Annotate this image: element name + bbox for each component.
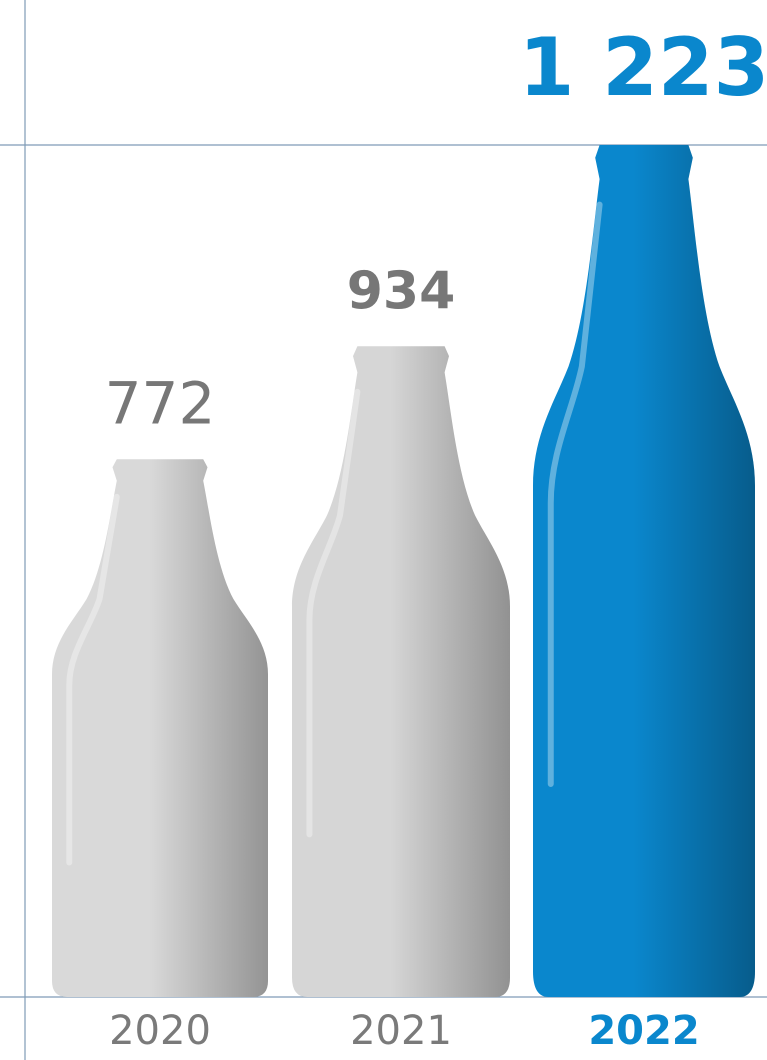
value-label: 772 [105, 369, 216, 437]
x-tick-label: 2020 [109, 1008, 211, 1054]
x-tick-label: 2021 [350, 1008, 452, 1054]
chart: 772 2020 934 2021 1 223 2022 [0, 0, 767, 1060]
page: 772202093420211 2232022 (() => { const d… [0, 0, 767, 1060]
value-label: 1 223 [519, 21, 767, 114]
x-tick-label: 2022 [588, 1008, 699, 1054]
bottle-shade [292, 346, 510, 997]
bottle-shade [533, 145, 755, 997]
value-label: 934 [347, 261, 456, 321]
bottle-shade [52, 459, 268, 997]
